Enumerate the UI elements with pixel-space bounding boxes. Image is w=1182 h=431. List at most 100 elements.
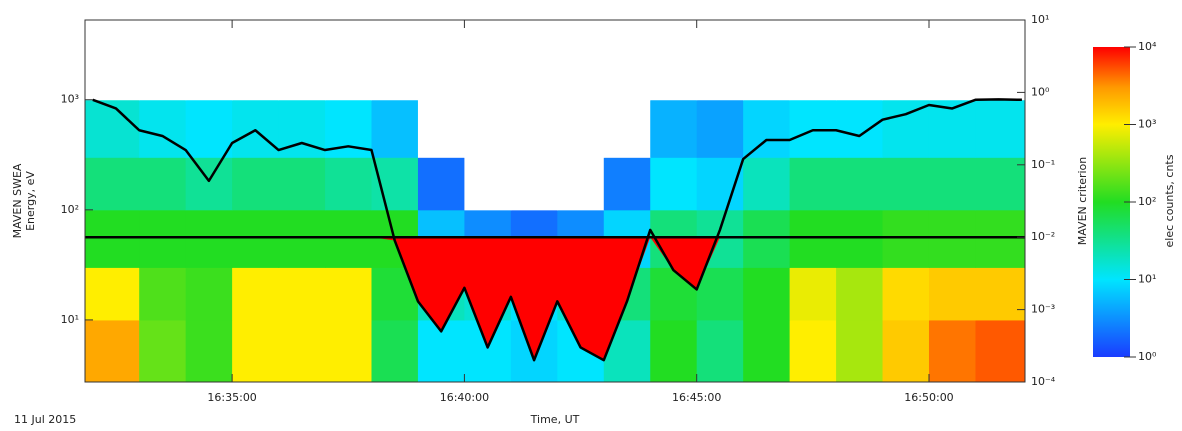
heat-cell [836,20,884,101]
heat-cell [975,157,1025,211]
heat-cell [232,157,280,211]
heat-cell [882,20,930,101]
y2-tick-label: 10⁻² [1031,230,1055,243]
x-tick-label: 16:40:00 [440,391,489,404]
colorbar-tick-label: 10² [1138,195,1156,208]
heat-cell [278,319,326,382]
heat-cell [743,99,791,158]
heat-cell [325,267,372,321]
heat-cell [836,319,884,382]
heat-cell [325,20,372,101]
heat-cell [232,319,280,382]
heat-cell [325,209,372,268]
heat-cell [371,20,419,101]
heat-cell [85,99,140,158]
heat-cell [743,20,791,101]
heat-cell [975,209,1025,268]
heat-cell [278,20,326,101]
heat-cell [232,20,280,101]
heat-cell [650,99,698,158]
heat-cell [789,209,837,268]
plot-frame [84,19,1026,383]
heat-cell [557,157,605,211]
heat-cell [185,99,233,158]
heat-cell [417,20,465,101]
heat-cell [696,267,744,321]
heat-cell [696,157,744,211]
heat-cell [975,319,1025,382]
colorbar-label: elec counts, cnts [1163,154,1176,247]
heat-cell [650,319,698,382]
y2-tick-label: 10⁻¹ [1031,158,1055,171]
y2-tick-label: 10⁻⁴ [1031,375,1056,388]
heat-cell [650,20,698,101]
heat-cell [510,157,558,211]
heat-cell [371,157,419,211]
heat-cell [650,157,698,211]
heat-cell [882,157,930,211]
heat-cell [232,267,280,321]
heat-cell [464,99,512,158]
heat-cell [928,157,976,211]
heat-cell [975,20,1025,101]
y2-tick-label: 10¹ [1031,13,1049,26]
heat-cell [232,209,280,268]
heat-cell [139,20,187,101]
heat-cell [139,319,187,382]
heat-cell [789,157,837,211]
heat-cell [510,20,558,101]
heat-cell [139,267,187,321]
heat-cell [371,319,419,382]
heat-cell [882,319,930,382]
heat-cell [85,267,140,321]
heat-cell [789,319,837,382]
colorbar-tick-label: 10¹ [1138,273,1156,286]
heat-cell [928,267,976,321]
heat-cell [743,319,791,382]
heat-cell [325,157,372,211]
heat-cell [85,157,140,211]
heat-cell [185,319,233,382]
criterion-line [92,98,1022,362]
heat-cell [928,20,976,101]
heat-cell [975,99,1025,158]
heat-cell [882,267,930,321]
heat-cell [185,157,233,211]
heat-cell [882,99,930,158]
x-tick-label: 16:35:00 [207,391,256,404]
heat-cell [85,319,140,382]
heat-cell [696,99,744,158]
heat-cell [928,209,976,268]
heat-cell [743,157,791,211]
colorbar [1093,47,1130,357]
heat-cell [278,209,326,268]
heat-cell [417,157,465,211]
heat-cell [464,157,512,211]
heat-cell [185,267,233,321]
spectrogram [85,20,1025,382]
heat-cell [139,157,187,211]
heat-cell [836,99,884,158]
heat-cell [743,209,791,268]
heat-cell [836,157,884,211]
heat-cell [789,20,837,101]
heat-cell [185,209,233,268]
heat-cell [743,267,791,321]
heat-cell [882,209,930,268]
heat-cell [696,319,744,382]
y2-tick-label: 10⁰ [1031,85,1050,98]
heat-cell [139,209,187,268]
x-tick-label: 16:50:00 [904,391,953,404]
heat-cell [371,99,419,158]
heat-cell [836,209,884,268]
y-tick-label: 10³ [61,93,79,106]
heat-cell [139,99,187,158]
heat-cell [603,157,651,211]
y2-tick-label: 10⁻³ [1031,303,1055,316]
heat-cell [975,267,1025,321]
heat-cell [557,99,605,158]
below-threshold-area [92,237,1022,361]
date-label: 11 Jul 2015 [14,413,76,426]
heat-cell [85,209,140,268]
